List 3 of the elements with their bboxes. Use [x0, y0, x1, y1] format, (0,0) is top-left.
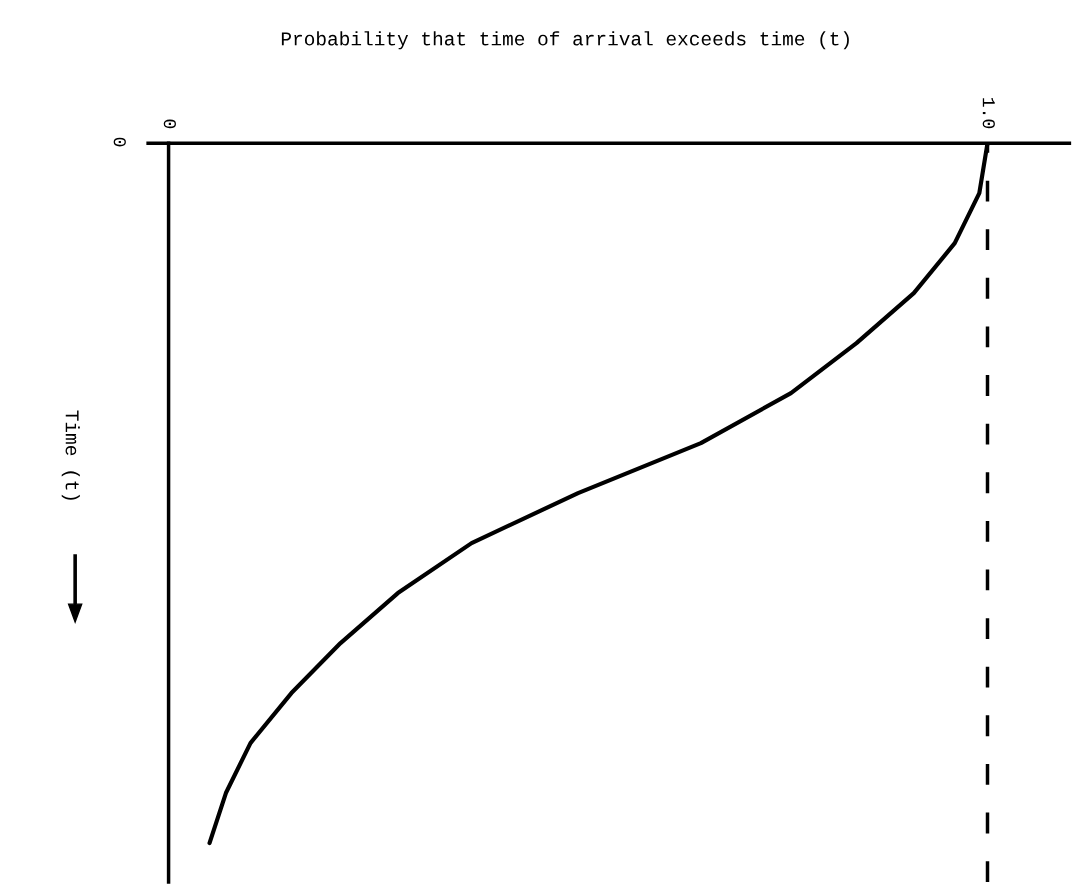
y-axis-title: Time (t)	[61, 410, 80, 500]
x-tick-label: 1.0	[982, 98, 995, 129]
x-axis-title: Probability that time of arrival exceeds time (t)	[281, 31, 849, 50]
